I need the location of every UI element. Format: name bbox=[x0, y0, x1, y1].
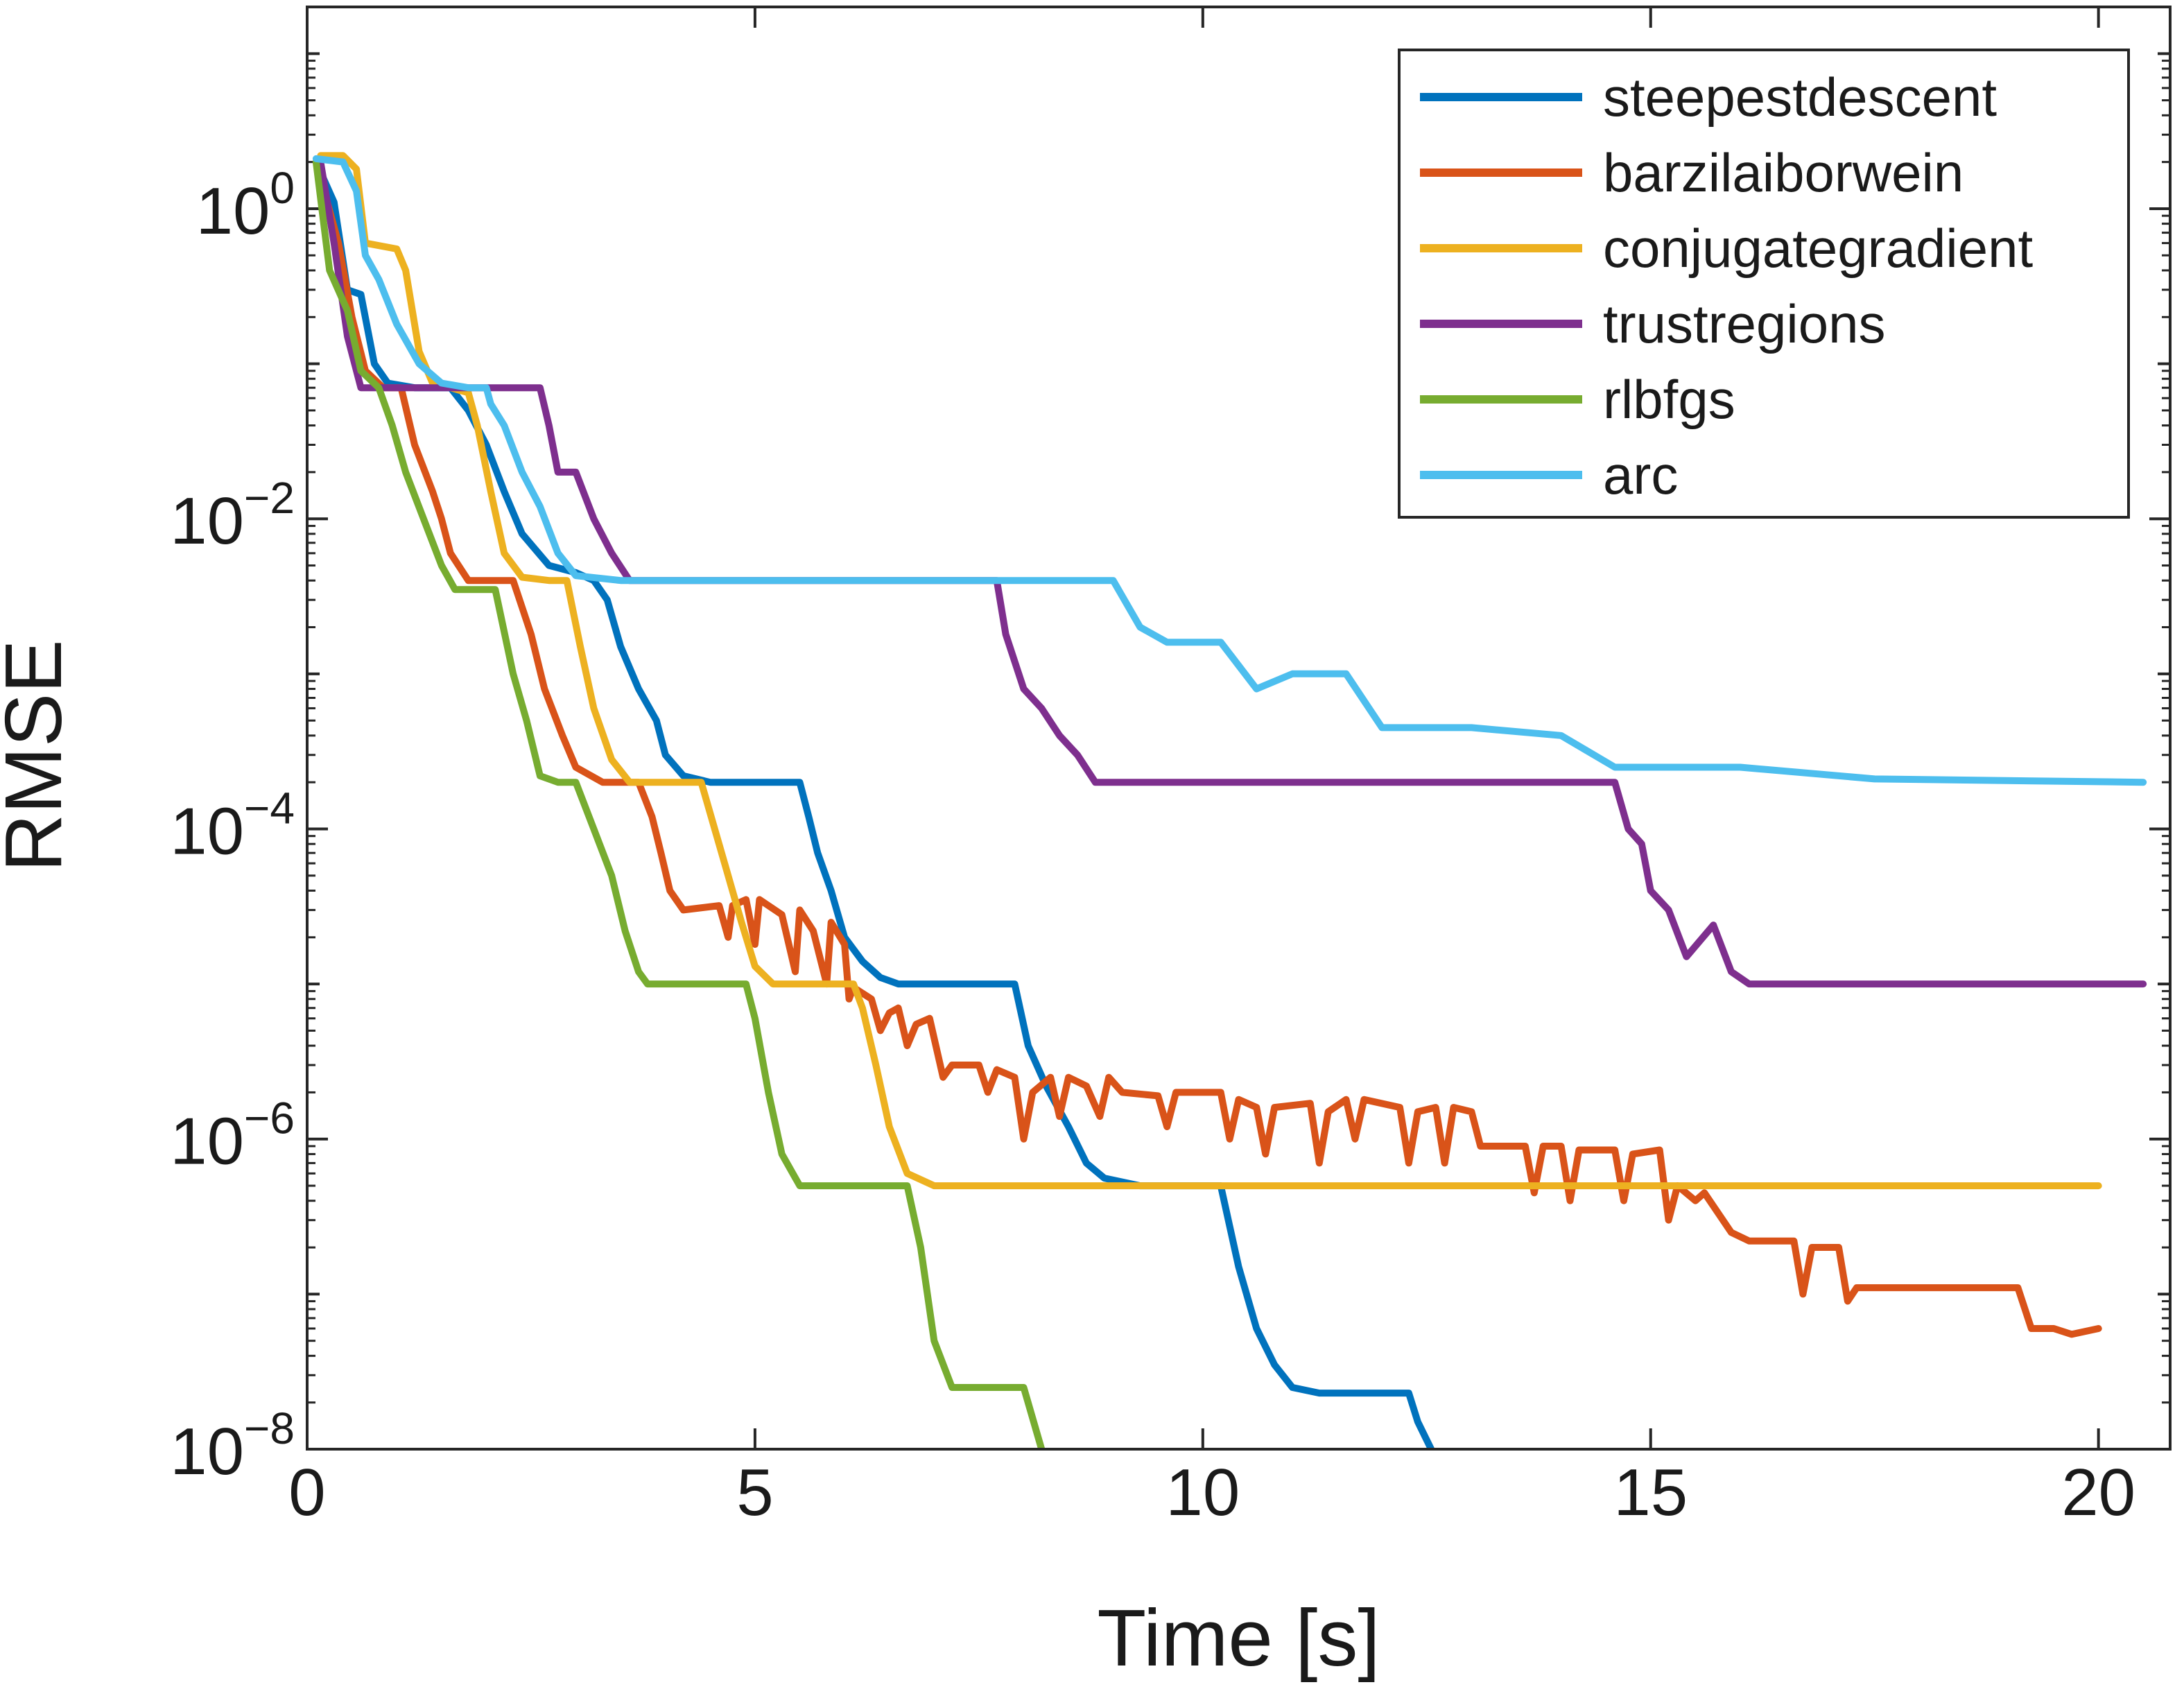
legend-label-steepestdescent: steepestdescent bbox=[1603, 67, 1997, 128]
x-tick-label: 20 bbox=[2061, 1455, 2135, 1530]
legend-box bbox=[1398, 49, 2130, 519]
series-line-barzilaiborwein bbox=[312, 158, 2102, 1338]
legend-label-arc: arc bbox=[1603, 444, 1678, 505]
y-tick-label: 10−4 bbox=[170, 783, 295, 868]
y-tick-label: 100 bbox=[196, 163, 295, 248]
series-line-conjugategradient bbox=[317, 152, 2102, 1190]
y-tick-label: 10−6 bbox=[170, 1093, 295, 1179]
x-tick-labels: 0 5 10 15 20 bbox=[288, 1455, 2135, 1530]
legend-label-trustregions: trustregions bbox=[1603, 293, 1886, 354]
y-tick-label: 10−8 bbox=[170, 1403, 295, 1489]
plot-frame bbox=[306, 6, 2172, 1451]
x-tick-label: 5 bbox=[736, 1455, 773, 1530]
x-tick-label: 10 bbox=[1165, 1455, 1240, 1530]
series-line-trustregions bbox=[317, 158, 2147, 988]
x-tick-label: 0 bbox=[288, 1455, 325, 1530]
x-tick-label: 15 bbox=[1613, 1455, 1688, 1530]
y-axis-title: RMSE bbox=[0, 639, 78, 872]
y-tick-labels: 100 10−2 10−4 10−6 10−8 bbox=[170, 163, 295, 1489]
legend-label-rlbfgs: rlbfgs bbox=[1603, 369, 1735, 430]
legend-label-conjugategradient: conjugategradient bbox=[1603, 218, 2033, 279]
legend: steepestdescent barzilaiborwein conjugateg… bbox=[1398, 49, 2130, 519]
series-lines bbox=[312, 152, 2147, 1449]
y-tick-label: 10−2 bbox=[170, 473, 295, 558]
series-line-steepestdescent bbox=[312, 158, 1435, 1449]
legend-label-barzilaiborwein: barzilaiborwein bbox=[1603, 142, 1964, 203]
series-line-rlbfgs bbox=[312, 158, 1046, 1449]
x-axis-title: Time [s] bbox=[1097, 1593, 1380, 1683]
series-line-arc bbox=[312, 155, 2147, 786]
